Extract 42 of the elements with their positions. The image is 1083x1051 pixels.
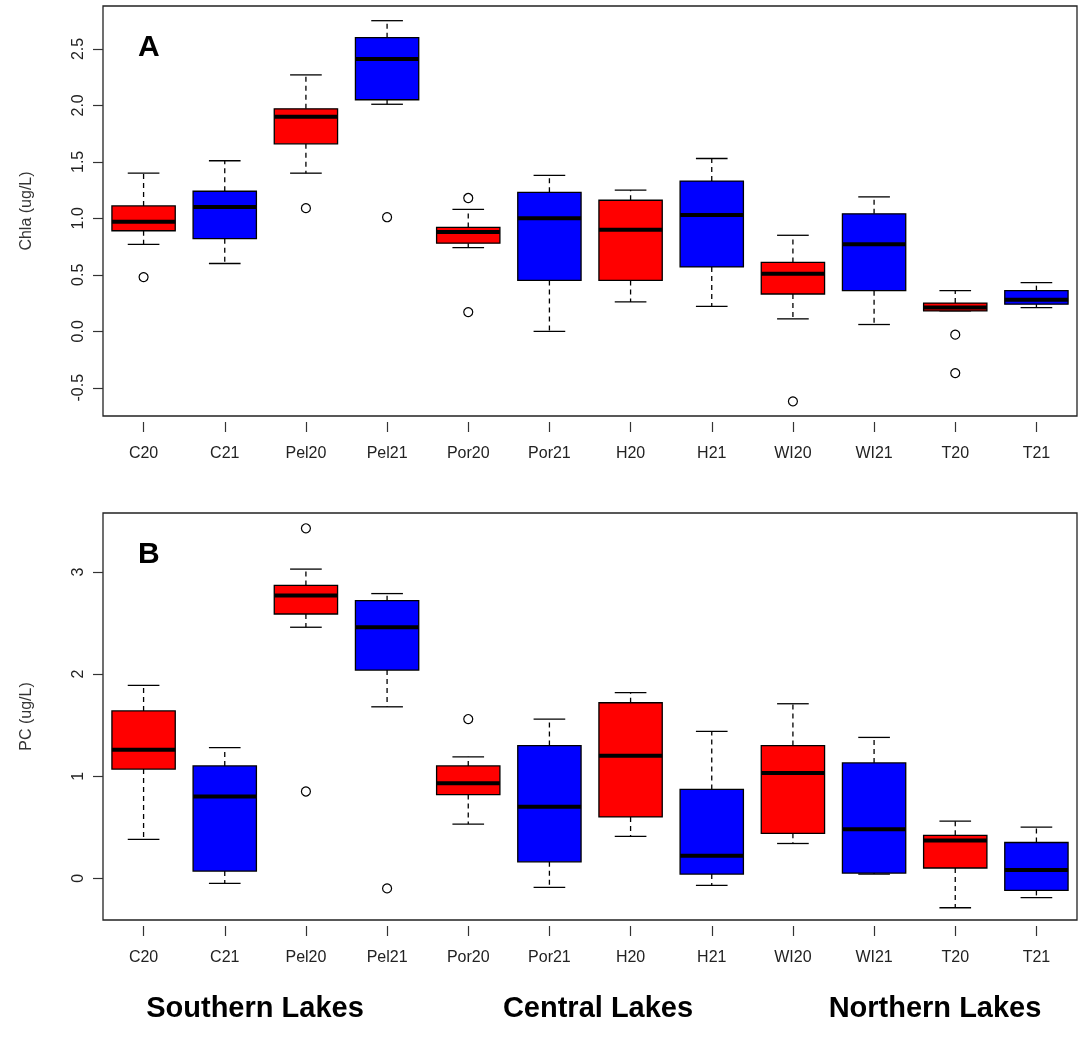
- x-tick-label: T20: [941, 947, 970, 965]
- x-tick-label: H21: [697, 947, 727, 965]
- y-tick-label: 1: [68, 771, 86, 781]
- x-tick-label: C21: [210, 947, 240, 965]
- annotation: B: [138, 535, 160, 569]
- x-tick-label: T21: [1022, 443, 1051, 461]
- y-tick-label: 2.0: [68, 94, 86, 117]
- y-tick-label: 0.0: [68, 320, 86, 343]
- y-tick-label: 1.0: [68, 207, 86, 230]
- y-axis-title: PC (ug/L): [16, 682, 34, 751]
- x-tick-label: H20: [615, 443, 646, 461]
- x-tick-label: H21: [697, 443, 727, 461]
- x-tick-label: C20: [128, 443, 159, 461]
- y-tick-label: 0.5: [68, 263, 86, 286]
- x-tick-label: Por20: [446, 443, 490, 461]
- y-tick-label: 0: [68, 873, 86, 883]
- x-tick-label: Por21: [528, 443, 571, 461]
- y-tick-label: 2.5: [68, 37, 86, 61]
- y-tick-label: -0.5: [68, 373, 86, 402]
- x-tick-label: H20: [615, 947, 646, 965]
- y-tick-label: 2: [68, 669, 86, 679]
- x-tick-label: C20: [128, 947, 159, 965]
- annotation: A: [138, 28, 160, 62]
- x-tick-label: Pel21: [366, 443, 408, 461]
- x-tick-label: Pel21: [366, 947, 408, 965]
- x-tick-label: T20: [941, 443, 970, 461]
- y-axis-title: Chla (ug/L): [16, 171, 34, 251]
- x-tick-label: WI21: [855, 443, 893, 461]
- x-tick-label: Por21: [528, 947, 571, 965]
- text: Southern Lakes: [146, 991, 364, 1023]
- y-tick-label: 1.5: [68, 150, 86, 173]
- x-tick-label: C21: [210, 443, 240, 461]
- x-tick-label: Pel20: [285, 947, 327, 965]
- text: Northern Lakes: [828, 991, 1042, 1023]
- x-tick-label: Pel20: [285, 443, 327, 461]
- x-tick-label: T21: [1022, 947, 1051, 965]
- y-tick-label: 3: [68, 567, 86, 577]
- text: Central Lakes: [502, 991, 694, 1023]
- x-tick-label: WI20: [774, 443, 812, 461]
- x-tick-label: WI20: [774, 947, 812, 965]
- x-tick-label: WI21: [855, 947, 893, 965]
- x-tick-label: Por20: [446, 947, 490, 965]
